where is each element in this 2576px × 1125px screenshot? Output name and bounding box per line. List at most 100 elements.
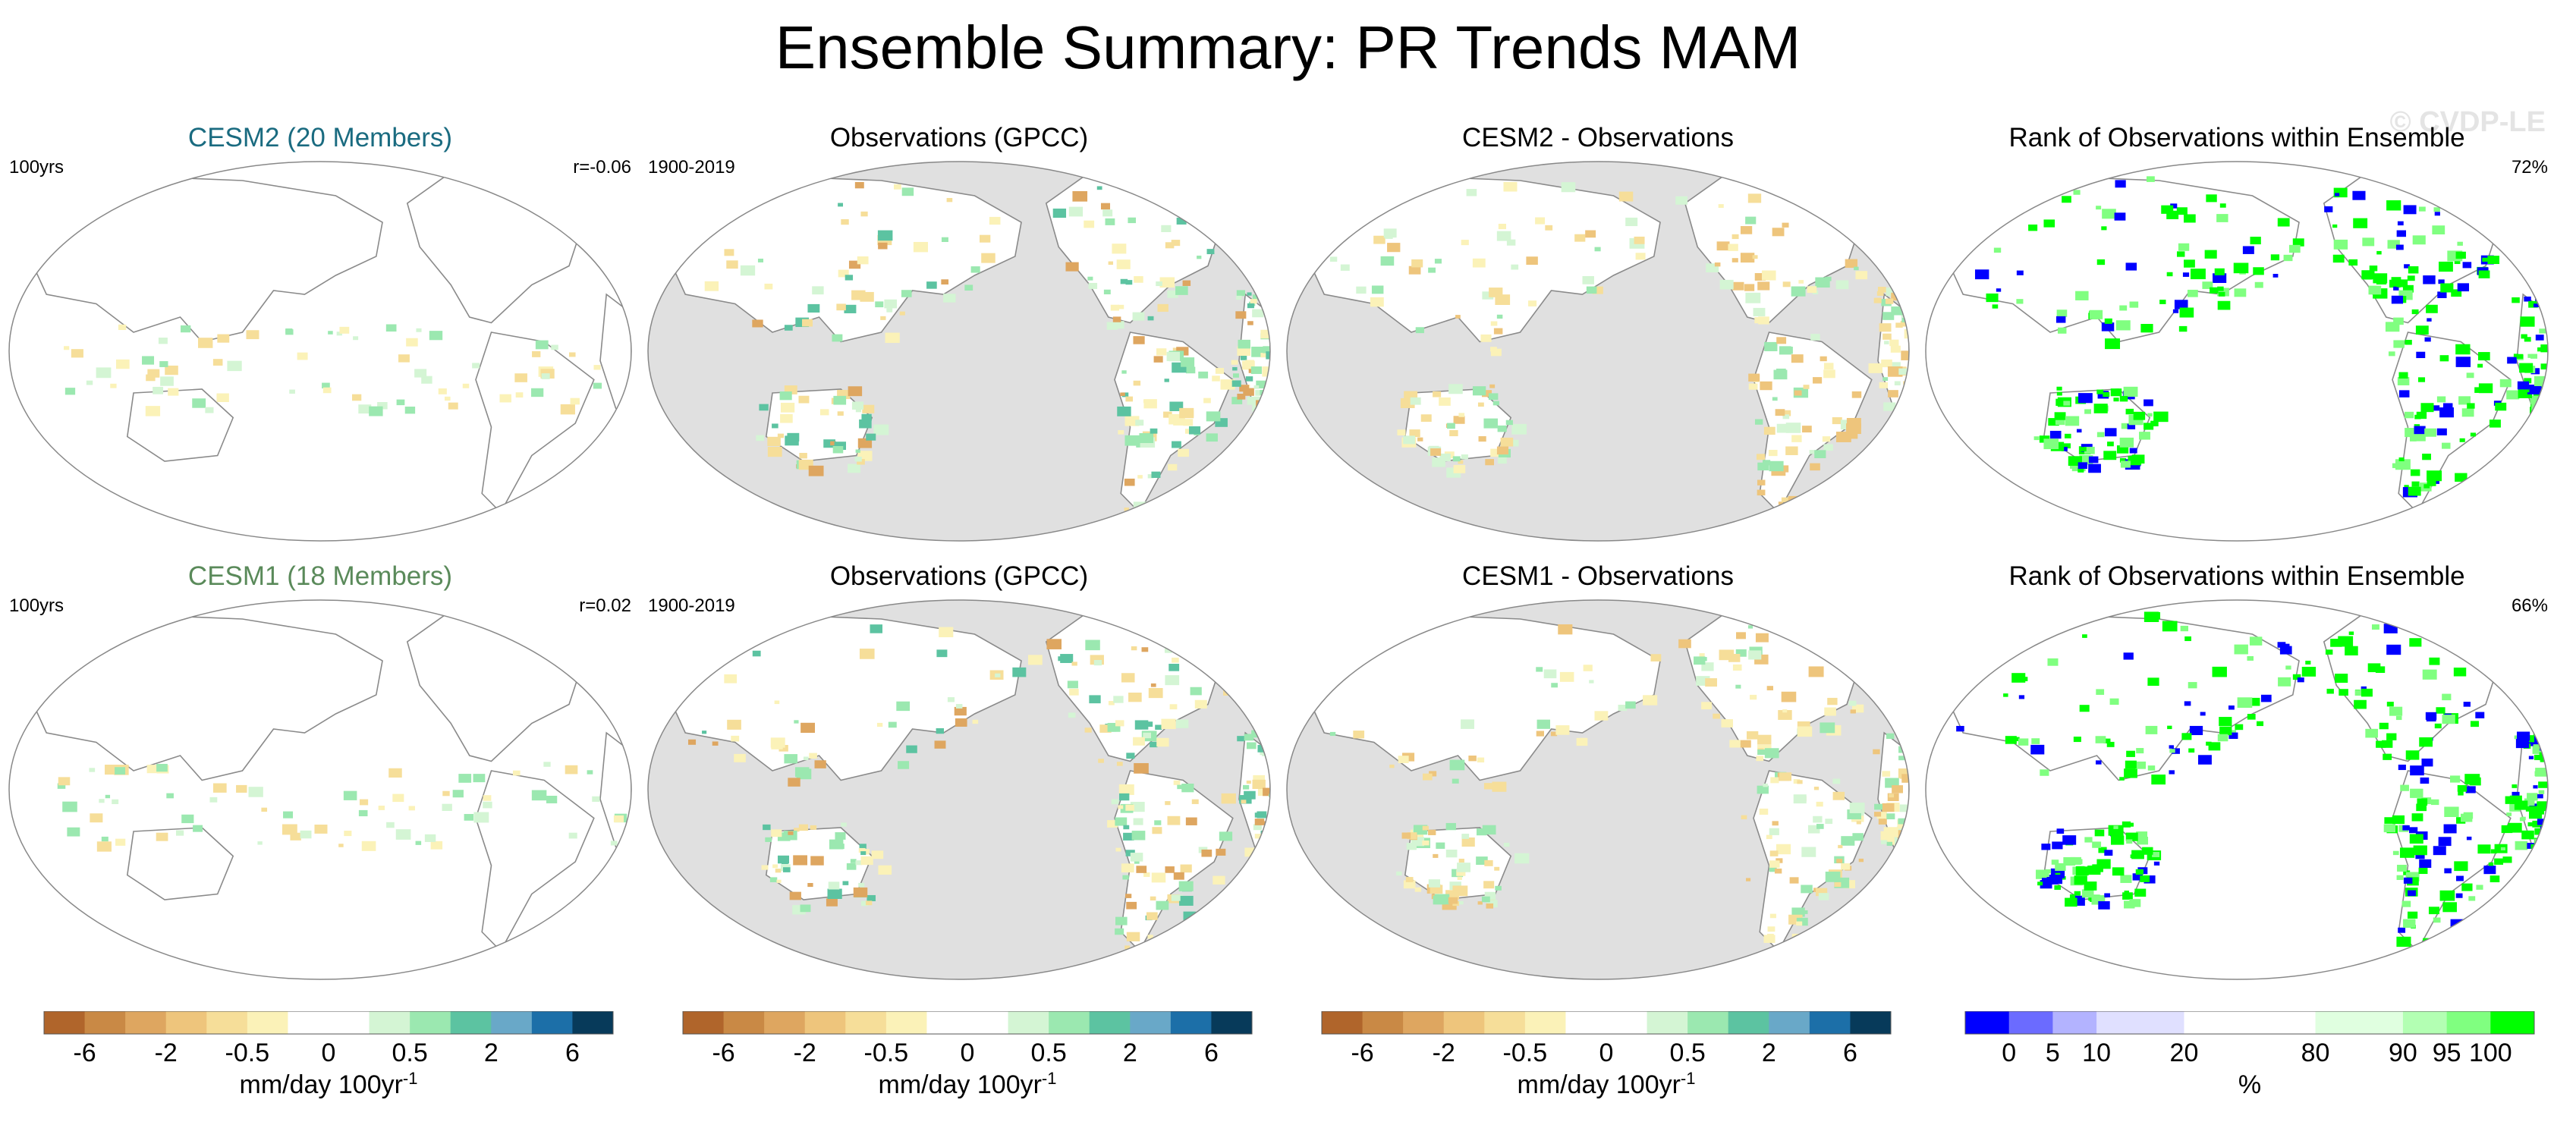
trend-cell xyxy=(2517,381,2530,390)
trend-cell xyxy=(1511,264,1519,270)
trend-cell xyxy=(1088,282,1098,289)
trend-cell xyxy=(2512,297,2520,303)
trend-cell xyxy=(2272,274,2279,278)
trend-cell xyxy=(1353,731,1365,739)
trend-cell xyxy=(1184,429,1193,434)
trend-cell xyxy=(1850,709,1856,714)
trend-cell xyxy=(1112,244,1127,254)
trend-cell xyxy=(2166,272,2173,277)
trend-cell xyxy=(2125,760,2137,769)
trend-cell xyxy=(2041,878,2048,882)
trend-cell xyxy=(1085,639,1100,651)
trend-cell xyxy=(593,382,602,389)
trend-cell xyxy=(322,387,332,394)
trend-cell xyxy=(2089,310,2103,319)
trend-cell xyxy=(1594,247,1601,252)
trend-cell xyxy=(593,365,601,370)
trend-cell xyxy=(1880,840,1887,844)
trend-cell xyxy=(1143,872,1150,877)
trend-cell xyxy=(1403,435,1415,445)
trend-cell xyxy=(385,324,397,332)
trend-cell xyxy=(1411,837,1425,847)
trend-cell xyxy=(2069,894,2076,898)
trend-cell xyxy=(160,376,174,386)
trend-cell xyxy=(1143,732,1151,739)
trend-cell xyxy=(1428,267,1436,273)
trend-cell xyxy=(2057,327,2067,334)
trend-cell xyxy=(1159,277,1175,288)
trend-cell xyxy=(1455,315,1461,319)
trend-cell xyxy=(1873,812,1882,817)
trend-cell xyxy=(2033,436,2040,441)
trend-cell xyxy=(1876,812,1887,819)
trend-cell xyxy=(1904,329,1909,339)
trend-cell xyxy=(145,406,161,416)
trend-cell xyxy=(2080,447,2087,451)
trend-cell xyxy=(1760,381,1772,391)
trend-cell xyxy=(2184,701,2191,706)
trend-cell xyxy=(1215,418,1228,427)
trend-cell xyxy=(2125,408,2134,415)
trend-cell xyxy=(464,814,474,821)
trend-cell xyxy=(1125,850,1135,856)
trend-cell xyxy=(473,812,489,823)
trend-cell xyxy=(2234,644,2248,655)
colorbar-swatch xyxy=(1403,1011,1445,1034)
trend-cell xyxy=(2098,860,2105,866)
trend-cell xyxy=(1498,457,1507,464)
trend-cell xyxy=(1881,359,1892,368)
trend-cell xyxy=(2408,890,2416,897)
trend-cell xyxy=(794,767,810,778)
trend-cell xyxy=(1789,877,1799,884)
trend-cell xyxy=(57,783,66,789)
trend-cell xyxy=(1731,234,1739,240)
trend-cell xyxy=(513,770,521,776)
trend-cell xyxy=(1876,291,1884,296)
trend-cell xyxy=(515,392,524,398)
trend-cell xyxy=(2407,911,2418,919)
trend-cell xyxy=(2106,741,2115,747)
trend-cell xyxy=(1895,322,1903,328)
trend-cell xyxy=(800,904,811,913)
trend-cell xyxy=(2457,241,2463,246)
trend-cell xyxy=(2084,446,2095,454)
trend-cell xyxy=(2538,790,2545,794)
trend-cell xyxy=(2074,891,2081,896)
trend-cell xyxy=(1239,795,1252,804)
trend-cell xyxy=(64,346,70,350)
trend-cell xyxy=(358,404,372,414)
colorbar-swatch xyxy=(1211,1011,1253,1034)
trend-cell xyxy=(1740,740,1751,748)
trend-cell xyxy=(2417,798,2428,806)
trend-cell xyxy=(2178,325,2188,332)
trend-cell xyxy=(1782,709,1788,713)
trend-cell xyxy=(2228,705,2235,710)
trend-cell xyxy=(2242,246,2254,254)
trend-cell xyxy=(2332,254,2345,263)
trend-cell xyxy=(2214,268,2225,275)
trend-cell xyxy=(1175,286,1188,295)
trend-cell xyxy=(289,389,295,394)
trend-cell xyxy=(1133,737,1145,746)
trend-cell xyxy=(1405,877,1414,882)
trend-cell xyxy=(1263,346,1270,354)
trend-cell xyxy=(1574,234,1586,242)
trend-cell xyxy=(1764,341,1778,352)
trend-cell xyxy=(181,325,191,333)
trend-cell xyxy=(2443,403,2453,410)
trend-cell xyxy=(838,269,849,278)
trend-cell xyxy=(2436,396,2446,403)
trend-cell xyxy=(2527,822,2534,827)
trend-cell xyxy=(1753,307,1766,316)
trend-cell xyxy=(772,423,778,429)
colorbar-unit-label: mm/day 100yr-1 xyxy=(879,1069,1057,1100)
trend-cell xyxy=(2094,829,2105,837)
trend-cell xyxy=(1151,471,1161,479)
trend-cell xyxy=(1433,391,1442,398)
trend-cell xyxy=(1058,656,1065,661)
trend-cell xyxy=(2412,492,2418,496)
trend-cell xyxy=(1883,402,1896,411)
trend-cell xyxy=(2512,791,2520,797)
trend-cell xyxy=(2524,378,2532,384)
trend-cell xyxy=(2151,775,2166,785)
